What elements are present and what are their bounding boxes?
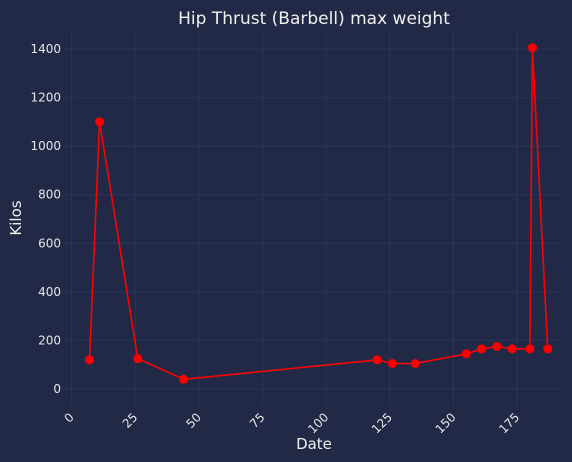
grid bbox=[64, 32, 563, 406]
y-tick-label: 600 bbox=[38, 236, 61, 250]
y-tick-label: 400 bbox=[38, 285, 61, 299]
data-point bbox=[492, 342, 502, 351]
series bbox=[84, 43, 553, 384]
data-point bbox=[84, 355, 94, 365]
y-tick-label: 800 bbox=[38, 188, 61, 202]
x-tick-label: 125 bbox=[369, 410, 395, 436]
data-point bbox=[525, 344, 535, 354]
data-point bbox=[95, 117, 105, 127]
x-tick-label: 100 bbox=[305, 410, 331, 436]
data-point bbox=[527, 43, 537, 53]
x-axis-label: Date bbox=[296, 435, 332, 453]
data-point bbox=[179, 374, 189, 384]
x-tick-label: 175 bbox=[496, 410, 522, 436]
chart-title: Hip Thrust (Barbell) max weight bbox=[178, 9, 450, 29]
data-point bbox=[387, 359, 397, 368]
data-point bbox=[410, 359, 420, 368]
x-tick-label: 50 bbox=[183, 410, 204, 431]
x-tick-label: 150 bbox=[433, 410, 459, 436]
data-point bbox=[372, 355, 382, 365]
x-tick-label: 25 bbox=[120, 410, 141, 431]
data-point bbox=[477, 344, 487, 354]
y-tick-label: 1400 bbox=[30, 42, 61, 56]
y-tick-label: 1000 bbox=[30, 139, 61, 153]
y-axis-label: Kilos bbox=[7, 200, 25, 235]
data-point bbox=[507, 344, 517, 354]
y-tick-label: 0 bbox=[53, 382, 61, 396]
y-tick-label: 1200 bbox=[30, 91, 61, 105]
y-axis: 0 200 400 600 800 1000 1200 1400 bbox=[30, 42, 61, 396]
data-point bbox=[461, 349, 471, 359]
data-point bbox=[133, 354, 143, 364]
x-tick-label: 75 bbox=[247, 410, 268, 431]
data-point bbox=[543, 344, 553, 354]
x-axis: 0 25 50 75 100 125 150 175 bbox=[61, 410, 522, 436]
x-tick-label: 0 bbox=[61, 410, 76, 425]
y-tick-label: 200 bbox=[38, 333, 61, 347]
